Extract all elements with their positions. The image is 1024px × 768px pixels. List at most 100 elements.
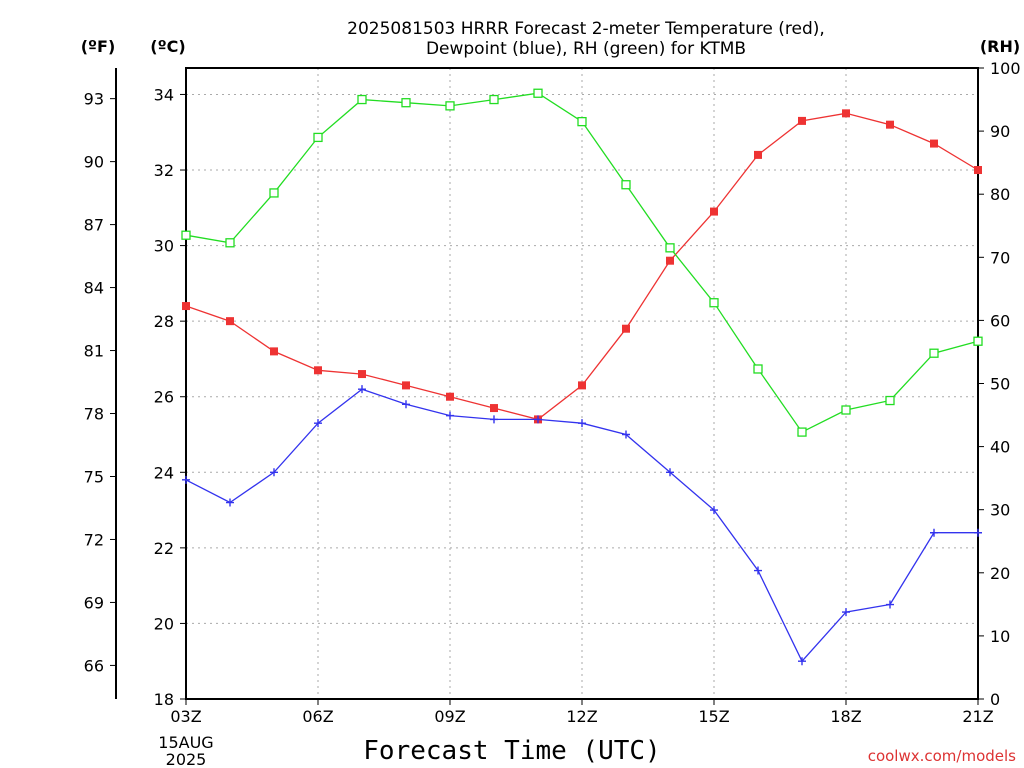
date-label-day: 15AUG: [158, 733, 213, 752]
dewpoint-series: [182, 385, 982, 666]
fahrenheit-unit-label: (ºF): [81, 37, 116, 56]
dewpoint-point: [226, 498, 234, 507]
celsius-unit-label: (ºC): [150, 37, 185, 56]
temperature-point: [754, 150, 762, 159]
relative_humidity-point: [885, 395, 895, 406]
dewpoint-point: [402, 400, 410, 409]
relative_humidity-point: [225, 238, 235, 248]
x-tick-label: 12Z: [566, 707, 597, 726]
relative_humidity-point: [665, 243, 675, 253]
relative_humidity-point: [533, 88, 543, 98]
date-label-year: 2025: [166, 750, 207, 768]
rh-tick-label: 40: [990, 438, 1010, 457]
temperature-point: [270, 347, 278, 356]
relative_humidity-point: [489, 94, 499, 105]
rh-unit-label: (RH): [980, 37, 1020, 56]
celsius-tick-label: 22: [154, 539, 174, 558]
fahrenheit-tick-label: 84: [84, 279, 104, 298]
rh-tick-label: 60: [990, 311, 1010, 330]
relative_humidity-series: [181, 88, 983, 437]
relative_humidity-point: [445, 101, 455, 111]
temperature-point: [226, 317, 234, 326]
x-tick-label: 15Z: [698, 707, 729, 726]
relative_humidity-point: [621, 180, 631, 190]
dewpoint-point: [666, 468, 674, 477]
fahrenheit-tick-label: 72: [84, 530, 104, 549]
relative_humidity-point: [401, 98, 411, 108]
relative_humidity-point: [797, 427, 807, 437]
celsius-tick-label: 34: [154, 85, 174, 104]
dewpoint-point: [182, 475, 190, 484]
fahrenheit-tick-label: 93: [84, 90, 104, 109]
fahrenheit-tick-label: 90: [84, 153, 104, 172]
temperature-point: [886, 120, 894, 129]
rh-tick-label: 80: [990, 185, 1010, 204]
celsius-tick-label: 28: [154, 312, 174, 331]
celsius-tick-label: 26: [154, 388, 174, 407]
fahrenheit-tick-label: 69: [84, 593, 104, 612]
rh-tick-label: 30: [990, 501, 1010, 520]
temperature-point: [622, 324, 630, 333]
dewpoint-point: [314, 419, 322, 428]
celsius-tick-label: 24: [154, 463, 174, 482]
temperature-point: [182, 302, 190, 311]
grid-lines: [186, 68, 978, 699]
temperature-point: [666, 256, 674, 265]
celsius-tick-label: 30: [154, 237, 174, 256]
relative_humidity-point: [357, 94, 367, 105]
series-group: [181, 88, 983, 666]
relative_humidity-point: [753, 364, 763, 374]
temperature-point: [402, 381, 410, 390]
dewpoint-point: [446, 411, 454, 420]
temperature-point: [578, 381, 586, 390]
relative_humidity-point: [929, 348, 939, 358]
chart-title-line2: Dewpoint (blue), RH (green) for KTMB: [426, 39, 746, 59]
rh-tick-label: 90: [990, 122, 1010, 141]
chart-title-line1: 2025081503 HRRR Forecast 2-meter Tempera…: [347, 19, 825, 39]
x-axis-title: Forecast Time (UTC): [363, 736, 660, 766]
fahrenheit-tick-label: 66: [84, 656, 104, 675]
relative_humidity-point: [313, 132, 323, 143]
temperature-point: [930, 139, 938, 148]
dewpoint-point: [710, 506, 718, 515]
temperature-point: [710, 207, 718, 216]
rh-tick-label: 20: [990, 564, 1010, 583]
temperature-point: [974, 166, 982, 175]
dewpoint-point: [930, 528, 938, 537]
relative_humidity-point: [973, 336, 983, 346]
relative_humidity-point: [841, 405, 851, 415]
relative_humidity-point: [181, 230, 191, 240]
celsius-tick-label: 18: [154, 690, 174, 709]
x-tick-label: 18Z: [830, 707, 861, 726]
relative_humidity-point: [577, 116, 587, 127]
temperature-point: [314, 366, 322, 375]
dewpoint-point: [754, 566, 762, 575]
fahrenheit-tick-label: 78: [84, 405, 104, 424]
x-tick-label: 09Z: [434, 707, 465, 726]
x-tick-label: 06Z: [302, 707, 333, 726]
relative_humidity-point: [269, 188, 279, 198]
dewpoint-point: [886, 600, 894, 609]
fahrenheit-tick-label: 81: [84, 342, 104, 361]
dewpoint-point: [974, 528, 982, 537]
dewpoint-point: [270, 468, 278, 477]
temperature-point: [358, 370, 366, 379]
temperature-point: [798, 116, 806, 125]
fahrenheit-tick-label: 75: [84, 467, 104, 486]
rh-tick-label: 10: [990, 627, 1010, 646]
dewpoint-point: [798, 657, 806, 666]
rh-tick-label: 50: [990, 375, 1010, 394]
temperature-series: [182, 109, 982, 424]
temperature-point: [490, 404, 498, 413]
dewpoint-point: [578, 419, 586, 428]
dewpoint-point: [842, 608, 850, 617]
relative_humidity-point: [709, 298, 719, 308]
dewpoint-point: [534, 415, 542, 424]
x-tick-label: 03Z: [170, 707, 201, 726]
celsius-tick-label: 20: [154, 614, 174, 633]
tick-labels: 03Z 06Z 09Z 12Z 15Z 18Z 21Z 18 20 22 24 26 28 30 32 34 6…: [84, 59, 1021, 726]
temperature-point: [446, 392, 454, 401]
rh-tick-label: 0: [990, 690, 1000, 709]
rh-tick-label: 100: [990, 59, 1021, 78]
